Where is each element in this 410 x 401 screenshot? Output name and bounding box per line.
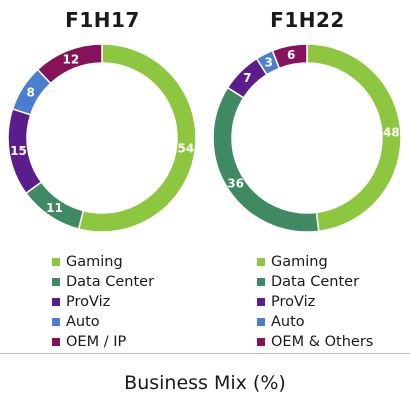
donut-slice-gaming: [77, 43, 197, 233]
legend-label: Data Center: [66, 274, 155, 290]
legend-item-auto: Auto: [257, 312, 373, 332]
data-label: 12: [63, 52, 80, 66]
legend-label: OEM / IP: [66, 334, 127, 350]
legend: Gaming Data Center ProViz Auto OEM / IP: [52, 252, 154, 352]
legend-label: Data Center: [271, 274, 360, 290]
legend-label: ProViz: [66, 294, 111, 310]
donut-chart-f1h22: F1H22 48 36 7 3 6 Gaming Data Center ProViz …: [205, 0, 410, 350]
data-label: 15: [10, 144, 27, 158]
legend-item-oem: OEM & Others: [257, 332, 373, 352]
data-label: 6: [287, 48, 295, 62]
legend-swatch: [257, 298, 265, 306]
legend-swatch: [257, 258, 265, 266]
data-label: 3: [264, 56, 272, 70]
legend-swatch: [257, 278, 265, 286]
legend-item-proviz: ProViz: [52, 292, 154, 312]
data-label: 8: [26, 86, 34, 100]
donut-chart-f1h17: F1H17 54 11 15 8 12 Gaming Data Center ProVi…: [0, 0, 205, 350]
data-label: 54: [177, 142, 194, 156]
chart-title: F1H22: [270, 8, 345, 32]
legend-swatch: [52, 318, 60, 326]
donut-svg: 54 11 15 8 12: [7, 43, 197, 233]
legend-swatch: [52, 258, 60, 266]
donut-slice-oem: [271, 43, 308, 70]
legend-item-data-center: Data Center: [52, 272, 154, 292]
legend-item-proviz: ProViz: [257, 292, 373, 312]
divider: [0, 353, 410, 354]
donut-slice-oem: [36, 43, 103, 85]
legend-item-data-center: Data Center: [257, 272, 373, 292]
data-label: 36: [227, 176, 244, 190]
legend-item-auto: Auto: [52, 312, 154, 332]
data-label: 7: [243, 71, 251, 85]
legend-label: ProViz: [271, 294, 316, 310]
legend-label: Auto: [271, 314, 305, 330]
donut-slice-data-center: [212, 86, 320, 233]
data-label: 48: [383, 126, 400, 140]
legend-swatch: [52, 278, 60, 286]
legend: Gaming Data Center ProViz Auto OEM & Oth…: [257, 252, 373, 352]
legend-item-gaming: Gaming: [257, 252, 373, 272]
legend-swatch: [52, 338, 60, 346]
chart-title: F1H17: [65, 8, 140, 32]
legend-item-gaming: Gaming: [52, 252, 154, 272]
footer-caption: Business Mix (%): [124, 372, 286, 394]
legend-swatch: [52, 298, 60, 306]
legend-item-oem: OEM / IP: [52, 332, 154, 352]
legend-label: OEM & Others: [271, 334, 374, 350]
legend-label: Gaming: [66, 254, 123, 270]
legend-swatch: [257, 338, 265, 346]
data-label: 11: [46, 201, 63, 215]
legend-label: Auto: [66, 314, 100, 330]
legend-label: Gaming: [271, 254, 328, 270]
legend-swatch: [257, 318, 265, 326]
